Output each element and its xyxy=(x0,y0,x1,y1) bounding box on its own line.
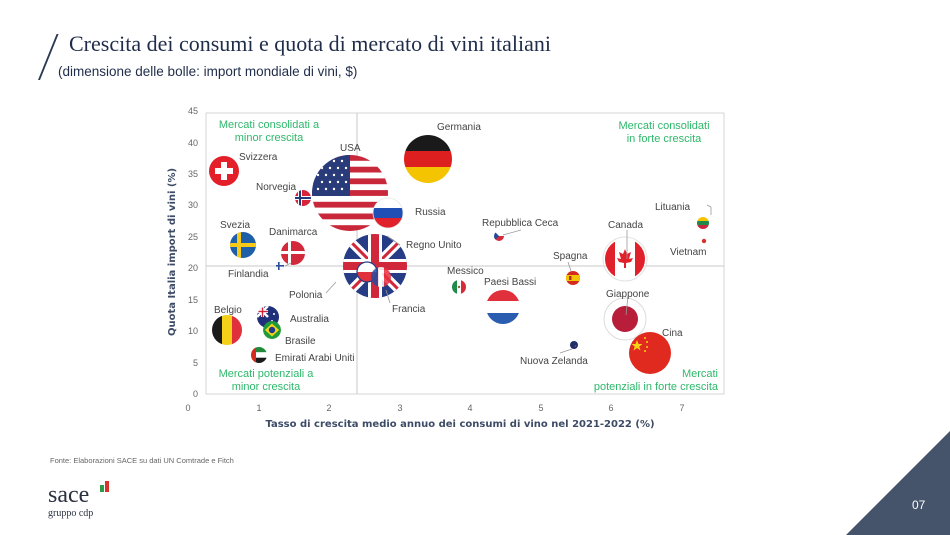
bubble-emirati-arabi-uniti[interactable] xyxy=(251,347,267,363)
label-regno-unito: Regno Unito xyxy=(406,240,462,251)
svg-text:15: 15 xyxy=(188,295,198,305)
point-labels: Germania USA Svizzera Norvegia Russia Sv… xyxy=(214,122,707,367)
svg-text:45: 45 xyxy=(188,106,198,116)
page-subtitle: (dimensione delle bolle: import mondiale… xyxy=(58,64,358,79)
bubble-russia[interactable] xyxy=(373,198,403,228)
svg-text:5: 5 xyxy=(193,358,198,368)
label-norvegia: Norvegia xyxy=(256,182,296,193)
bubble-svezia[interactable] xyxy=(230,232,256,258)
leader-lines xyxy=(284,204,712,354)
y-axis-ticks: 0 5 10 15 20 25 30 35 40 45 xyxy=(188,106,198,399)
italian-flag-icon xyxy=(100,481,110,492)
label-giappone: Giappone xyxy=(606,289,650,300)
bubble-giappone[interactable] xyxy=(603,297,647,341)
bubble-finlandia[interactable] xyxy=(275,261,285,271)
label-cina: Cina xyxy=(662,328,683,339)
svg-text:3: 3 xyxy=(397,403,402,413)
bubble-lituania[interactable] xyxy=(697,217,709,229)
label-finlandia: Finlandia xyxy=(228,269,269,280)
label-russia: Russia xyxy=(415,207,446,218)
quadrant-label-top-left: Mercati consolidati a xyxy=(219,119,320,131)
label-belgio: Belgio xyxy=(214,305,242,316)
svg-text:7: 7 xyxy=(679,403,684,413)
label-australia: Australia xyxy=(290,314,329,325)
bubble-danimarca[interactable] xyxy=(281,241,305,265)
bubble-nuova-zelanda[interactable] xyxy=(570,341,578,349)
bubble-messico[interactable] xyxy=(452,280,466,294)
bubble-francia[interactable] xyxy=(371,267,391,287)
label-repubblica-ceca: Repubblica Ceca xyxy=(482,218,559,229)
bubble-vietnam[interactable] xyxy=(701,238,707,244)
svg-text:0: 0 xyxy=(185,403,190,413)
label-nuova-zelanda: Nuova Zelanda xyxy=(520,356,588,367)
corner-decoration xyxy=(846,431,950,535)
svg-text:30: 30 xyxy=(188,200,198,210)
svg-text:20: 20 xyxy=(188,263,198,273)
bubble-germania[interactable] xyxy=(404,135,452,183)
page-number: 07 xyxy=(912,498,926,512)
label-paesi-bassi: Paesi Bassi xyxy=(484,277,536,288)
page-title: Crescita dei consumi e quota di mercato … xyxy=(69,31,552,56)
quadrant-labels: Mercati consolidati a minor crescita Mer… xyxy=(219,119,719,393)
svg-text:6: 6 xyxy=(608,403,613,413)
svg-text:2: 2 xyxy=(326,403,331,413)
svg-text:minor crescita: minor crescita xyxy=(232,381,301,393)
logo-wordmark: sace xyxy=(48,482,90,508)
bubble-repubblica-ceca[interactable] xyxy=(494,231,504,241)
bubble-norvegia[interactable] xyxy=(295,190,311,206)
label-lituania: Lituania xyxy=(655,202,690,213)
label-messico: Messico xyxy=(447,266,484,277)
svg-text:minor crescita: minor crescita xyxy=(235,132,304,144)
source-note: Fonte: Elaborazioni SACE su dati UN Comt… xyxy=(50,456,234,465)
label-danimarca: Danimarca xyxy=(269,227,318,238)
quadrant-label-top-right: Mercati consolidati xyxy=(618,120,709,132)
svg-text:4: 4 xyxy=(467,403,472,413)
svg-text:0: 0 xyxy=(193,389,198,399)
svg-text:25: 25 xyxy=(188,232,198,242)
quadrant-label-bottom-right: Mercati xyxy=(682,368,718,380)
label-svizzera: Svizzera xyxy=(239,152,278,163)
label-spagna: Spagna xyxy=(553,251,588,262)
bubble-spagna[interactable] xyxy=(566,271,580,285)
label-polonia: Polonia xyxy=(289,290,323,301)
svg-text:1: 1 xyxy=(256,403,261,413)
y-axis-title: Quota Italia import di vini (%) xyxy=(167,168,178,336)
label-emirati-arabi-uniti: Emirati Arabi Uniti xyxy=(275,353,354,364)
bubble-polonia[interactable] xyxy=(357,262,377,282)
svg-text:in forte crescita: in forte crescita xyxy=(627,133,702,145)
x-axis-title: Tasso di crescita medio annuo dei consum… xyxy=(265,419,654,430)
label-vietnam: Vietnam xyxy=(670,247,707,258)
bubble-belgio[interactable] xyxy=(212,315,242,345)
quadrant-label-bottom-left: Mercati potenziali a xyxy=(219,368,315,380)
bubble-svizzera[interactable] xyxy=(209,156,239,186)
x-axis-ticks: 0 1 2 3 4 5 6 7 xyxy=(185,403,684,413)
label-francia: Francia xyxy=(392,304,426,315)
label-brasile: Brasile xyxy=(285,336,316,347)
svg-text:10: 10 xyxy=(188,326,198,336)
bubble-brasile[interactable] xyxy=(263,321,281,339)
bubble-paesi-bassi[interactable] xyxy=(486,290,520,324)
bubble-canada[interactable] xyxy=(605,239,645,279)
bubble-cina[interactable] xyxy=(629,332,671,374)
svg-text:40: 40 xyxy=(188,138,198,148)
logo-subtitle: gruppo cdp xyxy=(48,508,94,519)
label-svezia: Svezia xyxy=(220,220,250,231)
svg-text:5: 5 xyxy=(538,403,543,413)
label-germania: Germania xyxy=(437,122,481,133)
svg-text:potenziali in forte crescita: potenziali in forte crescita xyxy=(594,381,719,393)
svg-text:35: 35 xyxy=(188,169,198,179)
label-usa: USA xyxy=(340,143,361,154)
label-canada: Canada xyxy=(608,220,643,231)
sace-logo: sace gruppo cdp xyxy=(48,481,109,519)
